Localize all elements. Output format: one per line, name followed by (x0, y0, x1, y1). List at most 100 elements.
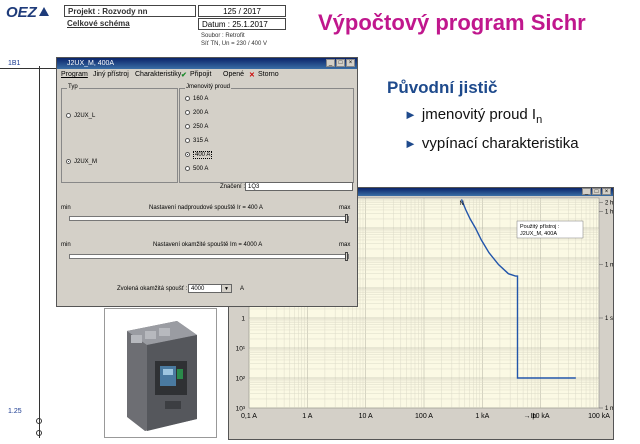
breaker-photo (104, 308, 217, 438)
feeder-line (39, 66, 40, 438)
bullet-2: ► vypínací charakteristika (404, 135, 579, 152)
y-tick-label: 1 (241, 316, 245, 323)
check-icon: ✔ (181, 72, 187, 79)
logo-triangle-icon (38, 7, 49, 16)
current-option-315[interactable]: 315 A (185, 138, 208, 144)
node-label: 1.25 (8, 408, 22, 415)
bullet-1: ► jmenovitý proud In (404, 106, 543, 126)
dialog-title: J2UX_M, 400A (67, 60, 115, 67)
radio-icon (185, 138, 190, 143)
bullet-arrow-icon: ► (404, 136, 417, 151)
file-label: Soubor : Retrofit (201, 33, 245, 39)
chevron-down-icon[interactable]: ▼ (221, 285, 231, 292)
x-tick-label: 100 kA (588, 413, 610, 420)
designation-label: Značení : (220, 184, 246, 190)
instant-unit: A (240, 286, 245, 292)
y-right-tick-label: 1 hod. (605, 209, 613, 215)
close-button[interactable]: × (346, 59, 355, 67)
current-option-500[interactable]: 500 A (185, 166, 208, 172)
menu-program[interactable]: Program (61, 71, 88, 78)
project-label: Projekt : Rozvody nn (64, 5, 196, 17)
slide-subtitle: Původní jistič (387, 78, 498, 97)
x-tick-label: 100 A (415, 413, 433, 420)
x-axis-label: →Ip (523, 413, 536, 420)
x-tick-label: 0,1 A (241, 413, 257, 420)
network-label: Síť TN, Un = 230 / 400 V (201, 41, 268, 47)
y-right-tick-label: 1 ms (605, 406, 613, 412)
instant-select-value: 4000 (191, 286, 205, 292)
instant-max-label: max (339, 242, 351, 248)
x-tick-label: 1 A (302, 413, 312, 420)
type-group: Typ J2UX_L J2UX_M (61, 84, 178, 183)
date-label: Datum : 25.1.2017 (198, 18, 286, 30)
scheme-label: Celkové schéma (64, 18, 196, 30)
overcurrent-label: Nastavení nadproudové spouště Ir = 400 A (149, 205, 263, 211)
top-marker: N (460, 201, 464, 207)
minimize-button[interactable]: _ (326, 59, 335, 67)
radio-icon (185, 124, 190, 129)
slide-title: Výpočtový program Sichr (318, 10, 586, 35)
overcurrent-slider-handle[interactable] (345, 214, 348, 223)
instant-slider-handle[interactable] (345, 252, 348, 261)
circuit-breaker-image (127, 321, 197, 431)
overcurrent-min-label: min (61, 205, 71, 211)
current-option-400[interactable]: 400 A (185, 151, 213, 159)
y-tick-label: 10³ (236, 406, 246, 413)
y-tick-label: 10¹ (236, 346, 246, 353)
current-option-160[interactable]: 160 A (185, 96, 208, 102)
series-line (460, 199, 576, 379)
breaker-dialog: J2UX_M, 400A _ □ × Program Jiný přístroj… (56, 57, 358, 307)
type-option-j2ux-l[interactable]: J2UX_L (66, 113, 95, 119)
dialog-titlebar: J2UX_M, 400A _ □ × (57, 58, 357, 69)
menu-bar: Program Jiný přístroj Charakteristiky ✔ … (57, 70, 357, 81)
chart-titlebar (229, 188, 613, 196)
radio-icon (185, 166, 190, 171)
maximize-button[interactable]: □ (592, 188, 601, 195)
legend-box (516, 220, 584, 239)
minimize-button[interactable]: _ (582, 188, 591, 195)
radio-icon (66, 113, 71, 118)
menu-cancel[interactable]: Storno (258, 71, 279, 78)
y-ticks-right: 2 hod. 1 hod. 1 min. 1 s 1 ms (599, 200, 613, 412)
close-button[interactable]: × (602, 188, 611, 195)
instant-select-label: Zvolená okamžitá spoušť : (117, 286, 188, 292)
overcurrent-max-label: max (339, 205, 351, 211)
current-group: Jmenovitý proud 160 A 200 A 250 A 315 A … (179, 84, 354, 183)
radio-icon (185, 96, 190, 101)
instant-select[interactable]: 4000 ▼ (188, 284, 232, 293)
overcurrent-slider[interactable] (69, 216, 349, 221)
menu-other-device[interactable]: Jiný přístroj (93, 71, 129, 78)
type-group-label: Typ (67, 84, 79, 90)
menu-repeat[interactable]: Opené (223, 71, 245, 78)
menu-connect[interactable]: Připojit (190, 71, 212, 78)
menu-characteristics[interactable]: Charakteristiky (135, 71, 182, 78)
x-tick-label: 10 A (359, 413, 373, 420)
y-right-tick-label: 2 hod. (605, 200, 613, 206)
cancel-icon: ✕ (249, 72, 255, 79)
current-option-250[interactable]: 250 A (185, 124, 208, 130)
radio-selected-icon (185, 152, 190, 157)
y-right-tick-label: 1 s (605, 316, 613, 322)
legend-line-1: Použitý přístroj : (520, 224, 560, 230)
instant-label: Nastavení okamžité spouště Im = 4000 A (153, 242, 263, 248)
instant-min-label: min (61, 242, 71, 248)
designation-input[interactable]: 1Q3 (245, 182, 353, 191)
project-number: 125 / 2017 (198, 5, 286, 17)
radio-icon (185, 110, 190, 115)
oez-logo: OEZ (6, 4, 49, 21)
current-option-200[interactable]: 200 A (185, 110, 208, 116)
maximize-button[interactable]: □ (336, 59, 345, 67)
busbar-line (0, 68, 60, 69)
bullet-arrow-icon: ► (404, 107, 417, 122)
legend-line-2: J2UX_M, 400A (520, 231, 557, 237)
y-tick-label: 10² (236, 376, 246, 383)
radio-selected-icon (66, 159, 71, 164)
current-group-label: Jmenovitý proud (185, 84, 232, 90)
y-right-tick-label: 1 min. (605, 263, 613, 269)
type-option-j2ux-m[interactable]: J2UX_M (66, 159, 97, 165)
node-circle-icon (36, 418, 42, 424)
instant-slider[interactable] (69, 254, 349, 259)
x-ticks: 0,1 A 1 A 10 A 100 A 1 kA 10 kA 100 kA →Ip (241, 413, 610, 420)
x-tick-label: 10 kA (532, 413, 550, 420)
busbar-label: 1B1 (8, 60, 21, 67)
